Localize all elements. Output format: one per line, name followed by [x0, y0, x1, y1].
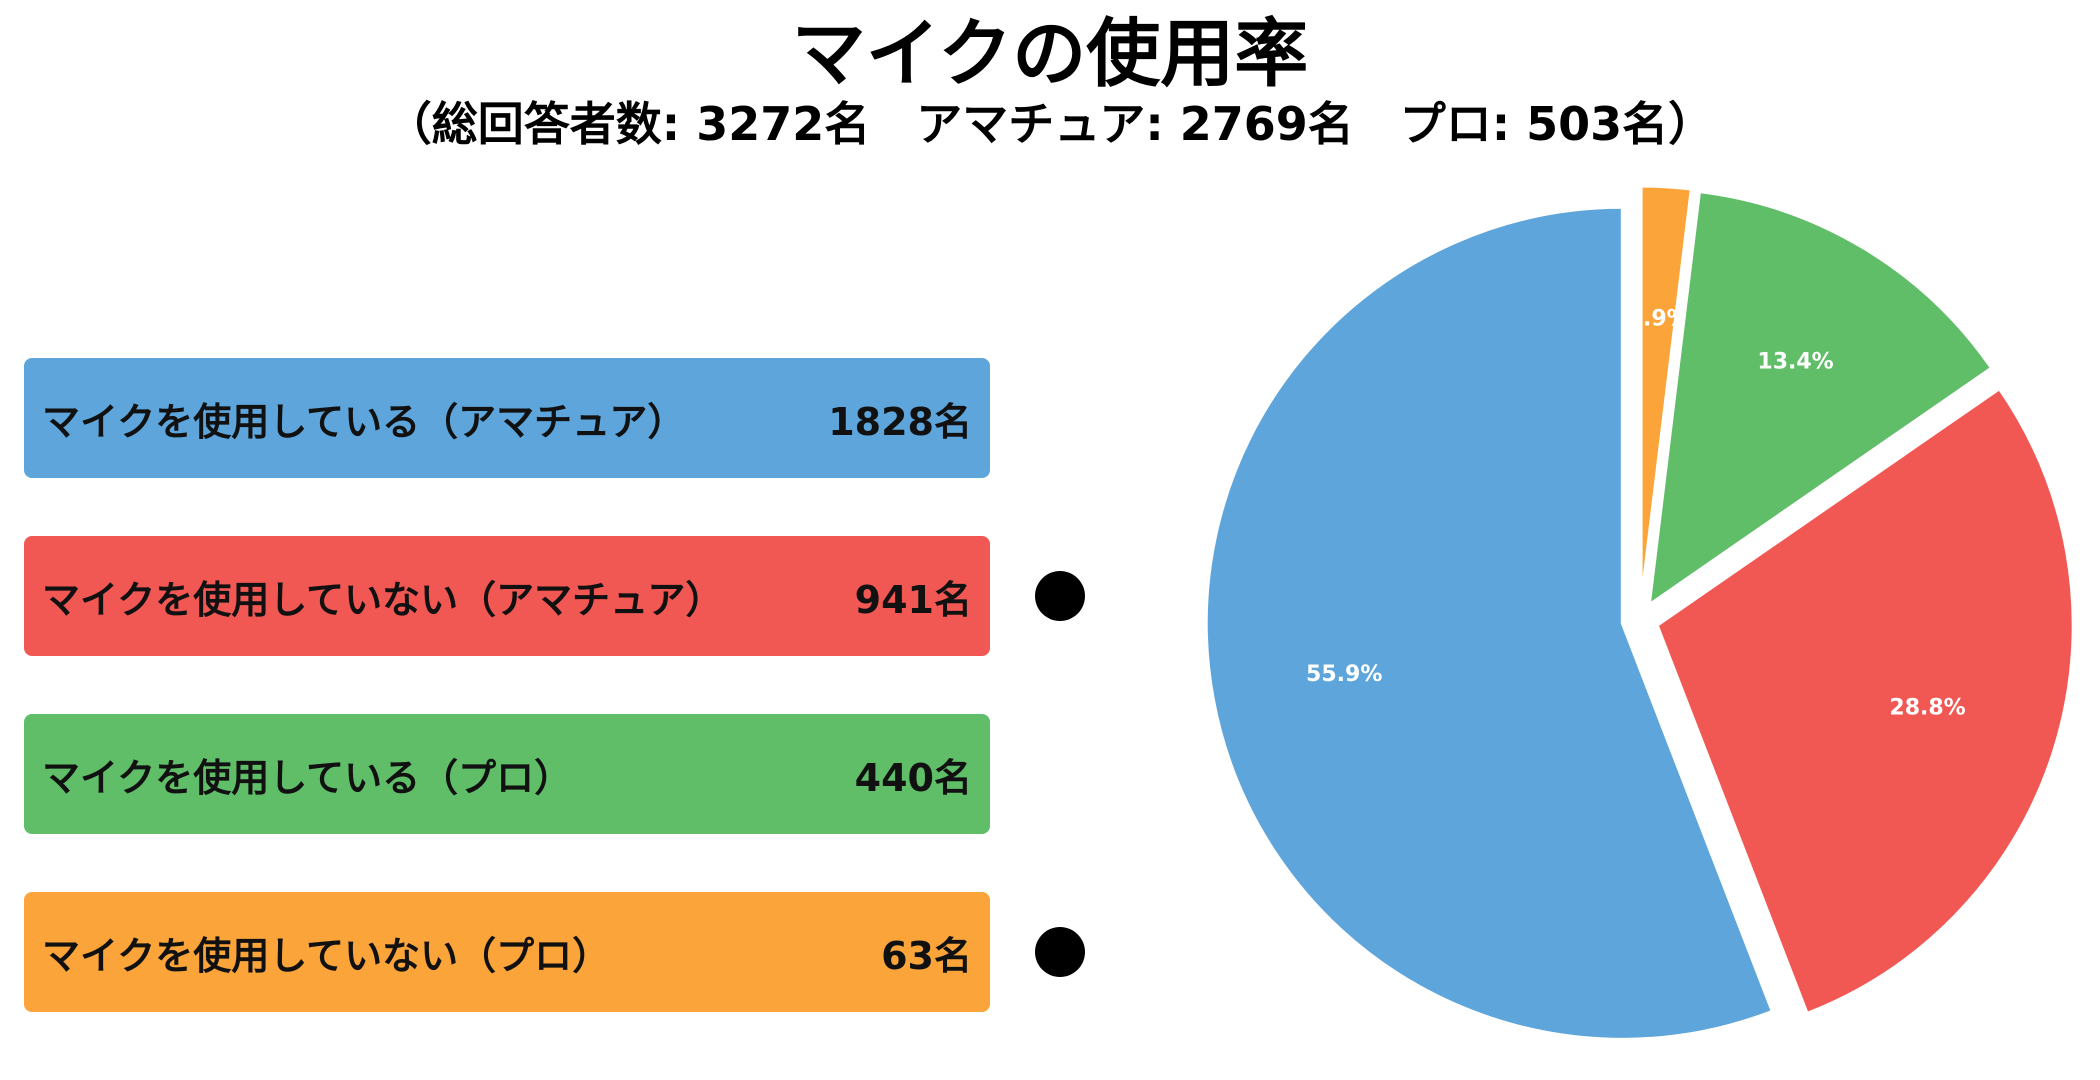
legend-label: マイクを使用していない（アマチュア）: [42, 577, 724, 622]
legend-box-amateur-using: マイクを使用している（アマチュア） 1828名: [24, 358, 990, 478]
pie-slice-label-0: 1.9%: [1628, 307, 1689, 332]
legend-row-amateur-using: マイクを使用している（アマチュア） 1828名: [24, 358, 1064, 478]
legend-label: マイクを使用していない（プロ）: [42, 933, 611, 978]
legend-label: マイクを使用している（アマチュア）: [42, 399, 686, 444]
legend-label: マイクを使用している（プロ）: [42, 755, 573, 800]
pie-slice-0: [1639, 184, 1693, 603]
pie-slice-1: [1647, 189, 1994, 608]
legend-value: 63名: [881, 933, 972, 978]
pie-slice-2: [1655, 386, 2075, 1016]
marker-dot: [1035, 927, 1085, 977]
marker-dot: [1035, 571, 1085, 621]
legend: マイクを使用している（アマチュア） 1828名 マイクを使用していない（アマチュ…: [24, 358, 1085, 1070]
pie-slice-label-2: 28.8%: [1889, 696, 1965, 721]
legend-box-pro-not-using: マイクを使用していない（プロ） 63名: [24, 892, 990, 1012]
legend-row-amateur-not-using: マイクを使用していない（アマチュア） 941名: [24, 536, 1085, 656]
pie-slice-label-1: 13.4%: [1757, 349, 1833, 374]
legend-row-pro-using: マイクを使用している（プロ） 440名: [24, 714, 1064, 834]
legend-value: 1828名: [828, 399, 972, 444]
legend-value: 440名: [854, 755, 972, 800]
chart-subtitle: （総回答者数: 3272名 アマチュア: 2769名 プロ: 503名）: [385, 97, 1715, 151]
legend-box-amateur-not-using: マイクを使用していない（アマチュア） 941名: [24, 536, 990, 656]
legend-row-pro-not-using: マイクを使用していない（プロ） 63名: [24, 892, 1085, 1012]
legend-value: 941名: [854, 577, 972, 622]
pie-chart: 1.9% 13.4% 28.8% 55.9%: [1204, 184, 2075, 1041]
pie-slice-label-3: 55.9%: [1306, 662, 1382, 687]
pie-slice-3: [1204, 205, 1775, 1041]
chart-title: マイクの使用率: [791, 11, 1309, 97]
legend-box-pro-using: マイクを使用している（プロ） 440名: [24, 714, 990, 834]
